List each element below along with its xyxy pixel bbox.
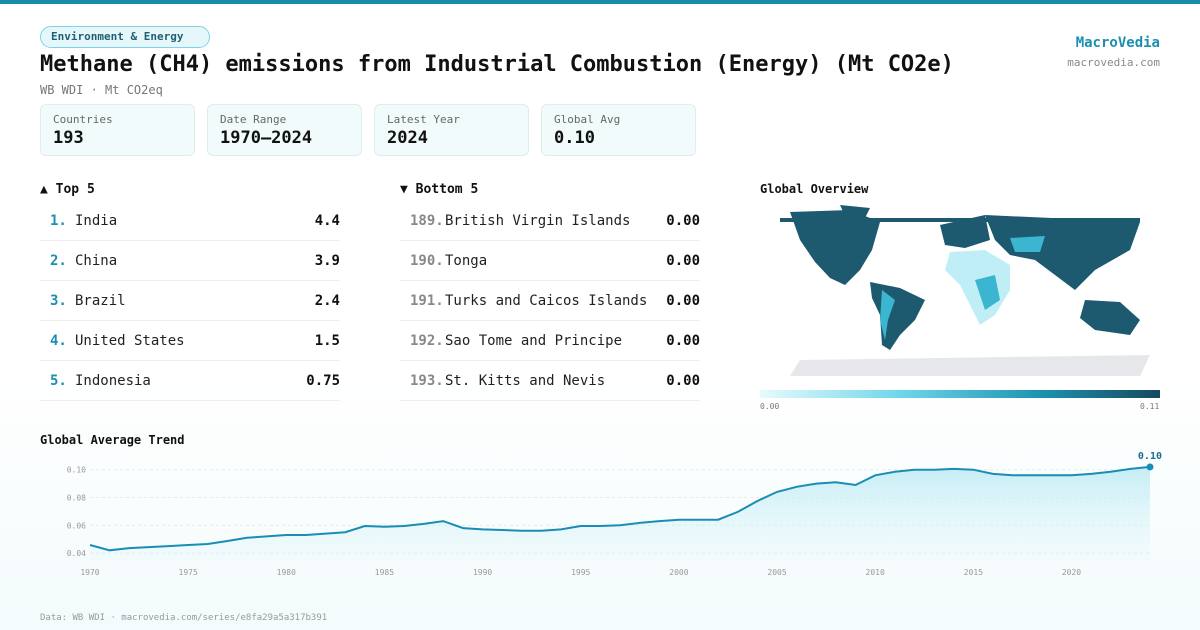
country-value: 2.4 — [314, 293, 340, 309]
top5-title: ▲ Top 5 — [40, 182, 95, 197]
brand[interactable]: MacroVedia — [1075, 35, 1160, 51]
country-value: 4.4 — [314, 213, 340, 229]
country-value: 0.00 — [666, 373, 700, 389]
rank: 192. — [410, 333, 444, 349]
rank: 193. — [410, 373, 444, 389]
category-tag[interactable]: Environment & Energy — [40, 26, 210, 48]
stat-card: Latest Year 2024 — [374, 104, 529, 156]
stat-label: Latest Year — [387, 113, 460, 126]
x-tick-label: 1970 — [80, 568, 99, 577]
bottom5-title: ▼ Bottom 5 — [400, 182, 479, 197]
rank: 5. — [50, 373, 67, 389]
country-name: St. Kitts and Nevis — [445, 373, 606, 389]
stat-card: Global Avg 0.10 — [541, 104, 696, 156]
end-label: 0.10 — [1138, 451, 1162, 462]
x-tick-label: 1995 — [571, 568, 590, 577]
stat-value: 2024 — [387, 128, 428, 148]
country-value: 3.9 — [314, 253, 340, 269]
y-tick-label: 0.06 — [67, 521, 86, 530]
trend-area — [90, 466, 1150, 560]
stat-card: Countries 193 — [40, 104, 195, 156]
end-point — [1146, 463, 1154, 471]
country-value: 0.00 — [666, 333, 700, 349]
country-name: India — [75, 213, 118, 229]
rank-row[interactable]: 2. China 3.9 — [40, 241, 340, 281]
stat-value: 1970–2024 — [220, 128, 313, 148]
y-tick-label: 0.08 — [67, 494, 86, 503]
rank: 1. — [50, 213, 67, 229]
x-tick-label: 2020 — [1062, 568, 1081, 577]
stat-card: Date Range 1970–2024 — [207, 104, 362, 156]
country-value: 0.00 — [666, 213, 700, 229]
y-tick-label: 0.04 — [67, 549, 86, 558]
rank-row[interactable]: 193. St. Kitts and Nevis 0.00 — [400, 361, 700, 401]
chart-title: Global Average Trend — [40, 433, 185, 447]
x-tick-label: 1990 — [473, 568, 492, 577]
y-tick-label: 0.10 — [67, 466, 86, 475]
country-value: 1.5 — [314, 333, 340, 349]
x-tick-label: 1985 — [375, 568, 394, 577]
rank: 190. — [410, 253, 444, 269]
rank: 189. — [410, 213, 444, 229]
rank-row[interactable]: 3. Brazil 2.4 — [40, 281, 340, 321]
legend-max: 0.11 — [1140, 402, 1160, 411]
stat-label: Date Range — [220, 113, 287, 126]
footer: Data: WB WDI · macrovedia.com/series/e8f… — [40, 613, 328, 623]
country-name: United States — [75, 333, 185, 349]
stat-value: 193 — [53, 128, 84, 148]
world-map — [760, 205, 1160, 398]
country-name: China — [75, 253, 118, 269]
rank: 191. — [410, 293, 444, 309]
rank-row[interactable]: 1. India 4.4 — [40, 201, 340, 241]
page-title: Methane (CH4) emissions from Industrial … — [40, 52, 954, 77]
stat-label: Global Avg — [554, 113, 621, 126]
country-value: 0.00 — [666, 293, 700, 309]
country-name: British Virgin Islands — [445, 213, 631, 229]
country-value: 0.00 — [666, 253, 700, 269]
stat-value: 0.10 — [554, 128, 595, 148]
subtitle: WB WDI · Mt CO2eq — [40, 83, 163, 97]
rank-row[interactable]: 190. Tonga 0.00 — [400, 241, 700, 281]
x-tick-label: 2010 — [866, 568, 885, 577]
rank: 2. — [50, 253, 67, 269]
x-tick-label: 2000 — [669, 568, 688, 577]
rank-row[interactable]: 189. British Virgin Islands 0.00 — [400, 201, 700, 241]
x-tick-label: 1975 — [179, 568, 198, 577]
rank-row[interactable]: 191. Turks and Caicos Islands 0.00 — [400, 281, 700, 321]
country-name: Turks and Caicos Islands — [445, 293, 648, 309]
rank: 3. — [50, 293, 67, 309]
x-tick-label: 1980 — [277, 568, 296, 577]
rank-row[interactable]: 192. Sao Tome and Principe 0.00 — [400, 321, 700, 361]
country-value: 0.75 — [306, 373, 340, 389]
country-name: Indonesia — [75, 373, 151, 389]
country-name: Tonga — [445, 253, 488, 269]
x-tick-label: 2015 — [964, 568, 983, 577]
country-name: Brazil — [75, 293, 126, 309]
rank-row[interactable]: 4. United States 1.5 — [40, 321, 340, 361]
rank: 4. — [50, 333, 67, 349]
country-name: Sao Tome and Principe — [445, 333, 623, 349]
site[interactable]: macrovedia.com — [1067, 56, 1160, 69]
top-bar — [0, 0, 1200, 4]
trend-line — [89, 465, 1151, 552]
stat-label: Countries — [53, 113, 113, 126]
x-tick-label: 2005 — [767, 568, 786, 577]
legend-min: 0.00 — [760, 402, 780, 411]
rank-row[interactable]: 5. Indonesia 0.75 — [40, 361, 340, 401]
map-title: Global Overview — [760, 182, 869, 196]
